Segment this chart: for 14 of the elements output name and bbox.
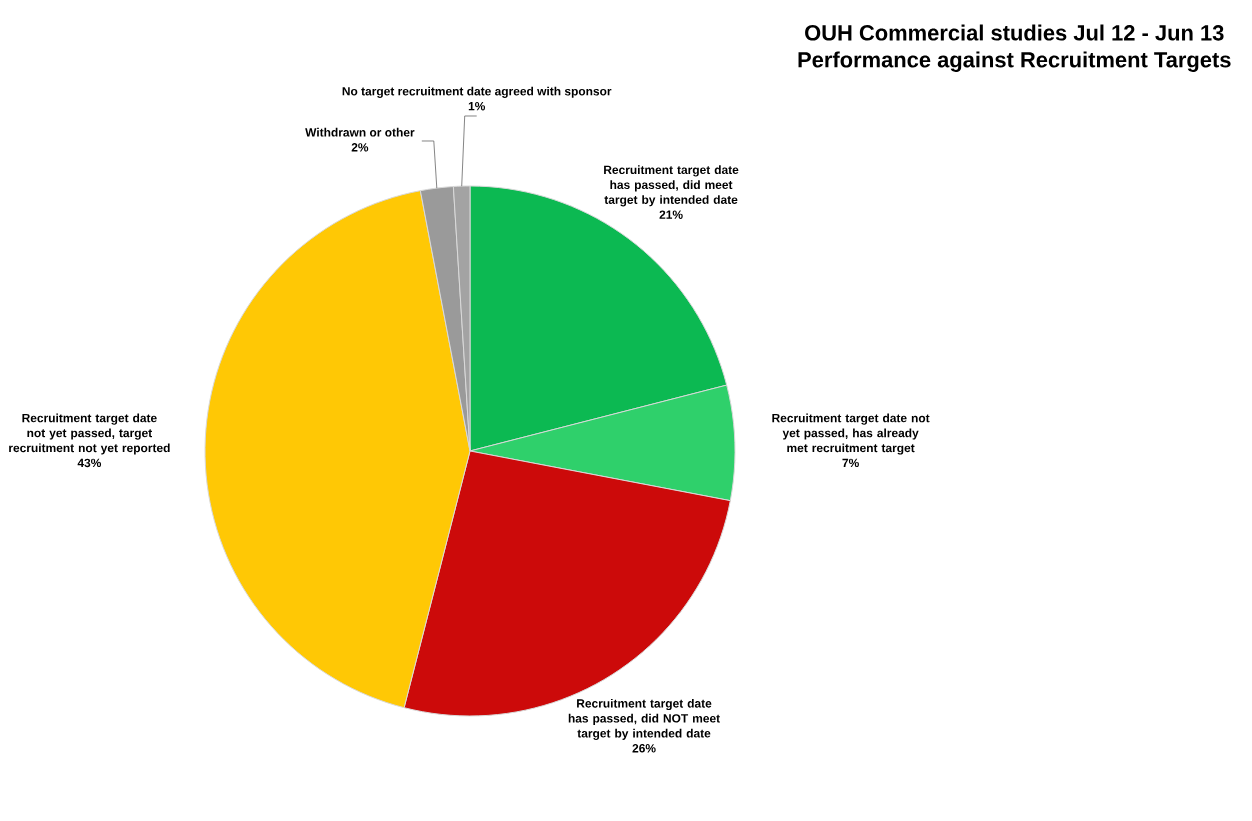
slice-label: Recruitment target date not yet passed, has already met recruitment target	[772, 413, 930, 455]
slice-label: Recruitment target date has passed, did NOT meet target by intended date	[568, 698, 720, 740]
data-label: 43%	[77, 458, 102, 468]
slice-label: Recruitment target date has passed, did meet target by intended date	[604, 165, 739, 207]
slice-label: No target recruitment date agreed with sponsor	[342, 86, 612, 98]
text: Performance against Recruitment Targets	[798, 51, 1231, 72]
data-label: 21%	[659, 210, 683, 219]
data-label: 1%	[468, 101, 486, 111]
data-label: 7%	[842, 458, 859, 468]
text: OUH Commercial studies Jul 12 - Jun 13	[805, 24, 1224, 41]
data-label: 26%	[632, 744, 656, 753]
slice-label: Recruitment target date not yet passed, target recruitment not yet reported	[9, 413, 170, 455]
slice-label: Withdrawn or other	[305, 127, 415, 137]
data-label: 2%	[351, 143, 369, 152]
